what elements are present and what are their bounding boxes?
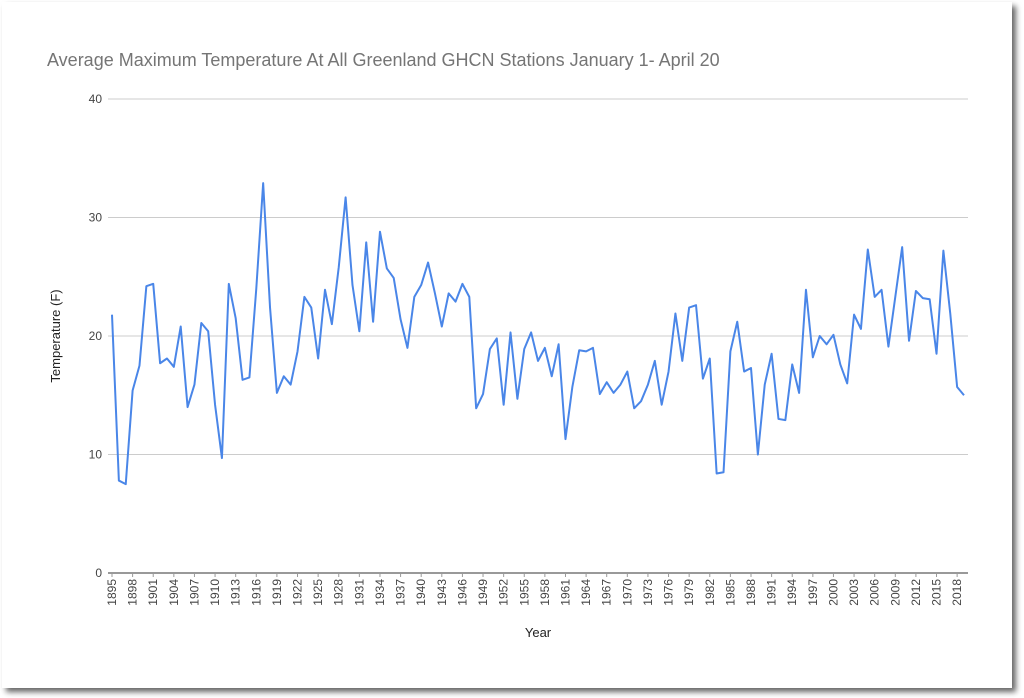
x-tick-label: 1943: [435, 579, 449, 606]
y-tick-label: 10: [89, 448, 103, 462]
y-tick-label: 0: [95, 566, 102, 580]
x-tick-label: 1907: [187, 579, 201, 606]
x-tick-label: 2012: [909, 579, 923, 606]
x-tick-label: 1973: [641, 579, 655, 606]
x-tick-label: 1997: [806, 579, 820, 606]
x-tick-label: 1934: [373, 579, 387, 606]
x-tick-label: 1958: [538, 579, 552, 606]
x-tick-label: 1922: [291, 579, 305, 606]
x-tick-label: 1928: [332, 579, 346, 606]
x-tick-label: 1970: [620, 579, 634, 606]
x-tick-label: 1955: [517, 579, 531, 606]
x-tick-label: 1910: [208, 579, 222, 606]
x-tick-label: 1967: [600, 579, 614, 606]
x-tick-label: 1937: [394, 579, 408, 606]
x-tick-label: 1976: [662, 579, 676, 606]
x-tick-label: 1961: [558, 579, 572, 606]
x-tick-label: 1925: [311, 579, 325, 606]
x-tick-label: 2015: [930, 579, 944, 606]
x-tick-label: 1988: [744, 579, 758, 606]
y-tick-label: 20: [89, 329, 103, 343]
x-tick-label: 1946: [455, 579, 469, 606]
x-tick-label: 1895: [105, 579, 119, 606]
x-tick-label: 2000: [826, 579, 840, 606]
x-tick-label: 1919: [270, 579, 284, 606]
x-tick-label: 1913: [229, 579, 243, 606]
x-tick-label: 1994: [785, 579, 799, 606]
x-tick-label: 2009: [888, 579, 902, 606]
y-tick-label: 40: [89, 92, 103, 106]
x-tick-label: 1991: [765, 579, 779, 606]
x-tick-label: 1904: [167, 579, 181, 606]
x-tick-label: 2018: [950, 579, 964, 606]
x-tick-label: 2003: [847, 579, 861, 606]
x-axis-label: Year: [525, 625, 552, 640]
chart-title: Average Maximum Temperature At All Green…: [47, 50, 720, 70]
data-line: [111, 182, 965, 486]
x-tick-label: 1949: [476, 579, 490, 606]
x-tick-label: 1979: [682, 579, 696, 606]
x-tick-label: 1901: [146, 579, 160, 606]
y-axis-label: Temperature (F): [48, 289, 63, 382]
x-tick-label: 1985: [723, 579, 737, 606]
y-tick-label: 30: [89, 211, 103, 225]
card: [2, 2, 1012, 688]
x-tick-label: 1916: [249, 579, 263, 606]
x-tick-label: 1964: [579, 579, 593, 606]
x-tick-label: 1931: [352, 579, 366, 606]
x-tick-label: 1940: [414, 579, 428, 606]
x-tick-label: 1982: [703, 579, 717, 606]
x-tick-label: 1952: [497, 579, 511, 606]
x-tick-label: 1898: [126, 579, 140, 606]
x-tick-label: 2006: [868, 579, 882, 606]
